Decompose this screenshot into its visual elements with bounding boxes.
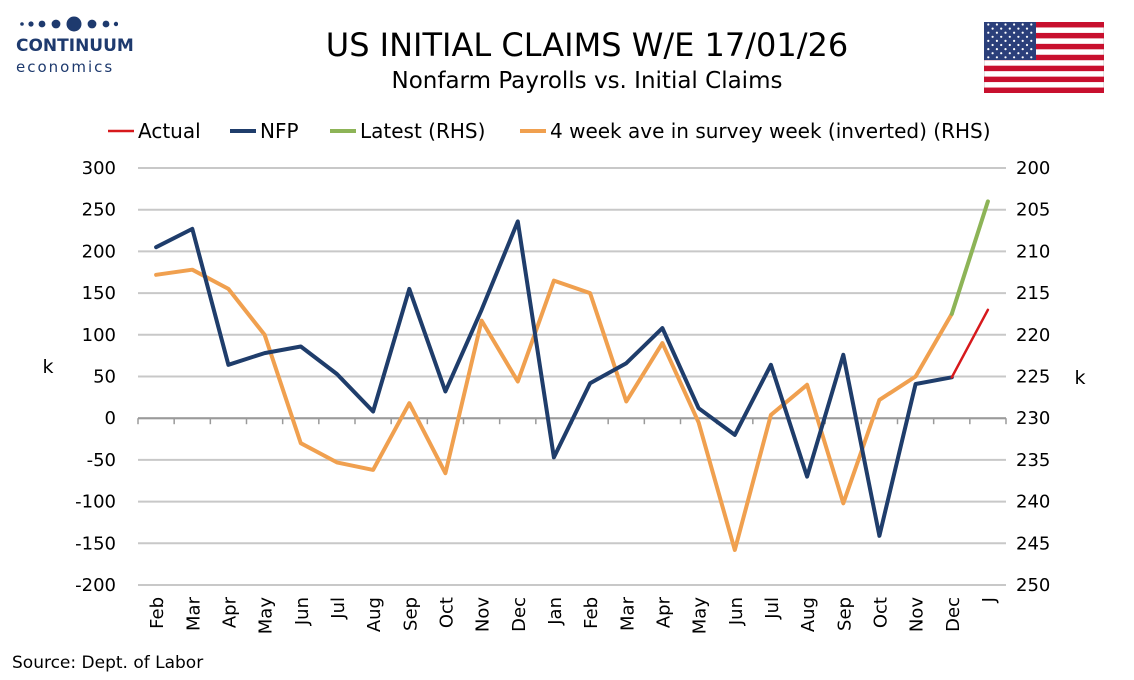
y-tick-right: 250	[1016, 575, 1050, 596]
y-axis-label-right: k	[1074, 367, 1085, 389]
series-line-actual	[950, 308, 990, 379]
x-tick-label: Aug	[364, 597, 385, 632]
x-tick-label: Feb	[147, 597, 168, 629]
y-tick-right: 220	[1016, 325, 1050, 346]
y-tick-left: 200	[82, 241, 116, 262]
y-tick-left: -50	[87, 450, 116, 471]
series-layer	[154, 199, 990, 552]
x-tick-label: Nov	[473, 597, 494, 632]
y-tick-right: 235	[1016, 450, 1050, 471]
x-tick-label: Mar	[617, 596, 638, 631]
y-tick-right: 225	[1016, 367, 1050, 388]
y-tick-left: 100	[82, 325, 116, 346]
source-note: Source: Dept. of Labor	[12, 653, 204, 673]
x-tick-label: Oct	[436, 597, 457, 628]
x-tick-label: Apr	[219, 596, 240, 628]
y-tick-left: -100	[75, 492, 116, 513]
legend: Actual NFP Latest (RHS) 4 week ave in surve…	[108, 119, 991, 143]
series-line-latest	[949, 199, 990, 316]
series-line-nfp	[154, 219, 954, 538]
x-tick-label: Nov	[907, 597, 928, 632]
continuum-logo: CONTINUUM economics	[12, 12, 142, 82]
y-tick-left: -150	[75, 533, 116, 554]
y-axis-label-left: k	[42, 356, 53, 378]
y-tick-left: 250	[82, 200, 116, 221]
x-tick-label: Apr	[653, 596, 674, 628]
axis-layer: 300 200 250 205 200 210 150 215 100 220 50 225 0 230 -…	[75, 158, 1050, 634]
y-tick-right: 210	[1016, 241, 1050, 262]
x-tick-label: Jul	[328, 597, 349, 620]
x-tick-label: Oct	[870, 597, 891, 628]
x-tick-label: Sep	[834, 597, 855, 631]
brand-sub: economics	[16, 58, 115, 76]
y-tick-left: 0	[105, 408, 116, 429]
page-title: US INITIAL CLAIMS W/E 17/01/26	[325, 26, 849, 64]
chart-subtitle: Nonfarm Payrolls vs. Initial Claims	[391, 68, 783, 94]
x-tick-label: Dec	[509, 597, 530, 632]
x-tick-label: Feb	[581, 597, 602, 629]
legend-label-claims: 4 week ave in survey week (inverted) (RH…	[550, 119, 991, 143]
y-tick-right: 240	[1016, 492, 1050, 513]
y-tick-right: 245	[1016, 533, 1050, 554]
x-tick-label: Mar	[183, 596, 204, 631]
legend-label-actual: Actual	[138, 119, 201, 143]
y-tick-right: 215	[1016, 283, 1050, 304]
x-tick-label: Aug	[798, 597, 819, 632]
us-flag-icon	[984, 22, 1104, 93]
x-tick-label: May	[690, 597, 711, 635]
y-tick-left: 300	[82, 158, 116, 179]
legend-label-nfp: NFP	[260, 119, 299, 143]
x-tick-label: Jun	[292, 597, 313, 626]
y-tick-left: -200	[75, 575, 116, 596]
x-tick-label: Dec	[943, 597, 964, 632]
x-tick-label: J	[979, 597, 1000, 603]
x-tick-label: May	[256, 597, 277, 635]
logo-dots-icon	[20, 16, 118, 32]
series-line-claims	[154, 267, 954, 552]
x-tick-label: Sep	[400, 597, 421, 631]
brand-name: CONTINUUM	[16, 36, 134, 56]
x-tick-label: Jun	[726, 597, 747, 626]
y-tick-left: 50	[93, 367, 116, 388]
x-tick-label: Jul	[762, 597, 783, 620]
y-tick-right: 205	[1016, 200, 1050, 221]
x-tick-label: Jan	[545, 597, 566, 626]
y-tick-left: 150	[82, 283, 116, 304]
y-tick-right: 230	[1016, 408, 1050, 429]
y-tick-right: 200	[1016, 158, 1050, 179]
legend-label-latest: Latest (RHS)	[360, 119, 485, 143]
